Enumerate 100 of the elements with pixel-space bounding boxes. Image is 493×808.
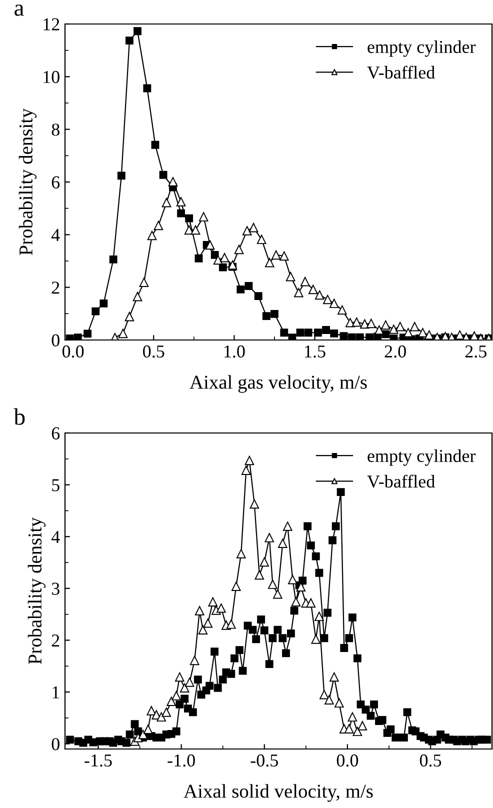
x-tick-label: 0.0 [336, 754, 358, 767]
point [286, 272, 296, 282]
point [366, 318, 376, 328]
point [244, 456, 254, 466]
point [216, 603, 226, 613]
y-tick-label: 6 [52, 176, 60, 188]
point [254, 570, 264, 580]
point [314, 328, 322, 337]
point [220, 252, 230, 262]
point [314, 612, 324, 622]
point [190, 656, 200, 666]
point [125, 36, 134, 45]
point [418, 328, 428, 338]
y-tick-label: 3 [52, 582, 60, 595]
point [100, 299, 108, 308]
point [172, 690, 181, 700]
y-tick-label: 2 [52, 634, 60, 646]
point [314, 290, 324, 300]
y-tick-label: 8 [52, 124, 60, 136]
chart-title: a [14, 4, 24, 16]
point [234, 244, 244, 254]
point [198, 625, 208, 635]
point [213, 255, 223, 265]
point [180, 683, 190, 693]
point [146, 706, 156, 716]
x-tick-label: 0.5 [143, 345, 164, 358]
point [330, 329, 338, 338]
point [256, 234, 266, 244]
point [166, 696, 176, 706]
point [168, 177, 178, 186]
legend-label: empty cylinder [368, 449, 476, 466]
point [294, 288, 304, 298]
point [177, 209, 185, 218]
point [340, 332, 348, 340]
point [320, 690, 329, 700]
y-tick-label: 5 [52, 479, 60, 492]
point [174, 672, 184, 682]
point [242, 226, 252, 236]
point [84, 330, 92, 338]
chart-title: b [14, 408, 25, 425]
point [151, 140, 160, 149]
x-tick-label: 0.0 [62, 345, 84, 358]
point [337, 305, 347, 315]
point [346, 318, 355, 328]
point [260, 557, 270, 567]
point [330, 672, 339, 682]
point [194, 254, 203, 262]
point [288, 574, 298, 584]
point [296, 328, 304, 337]
x-tick-label: 1.5 [305, 345, 326, 358]
y-tick-label: 1 [52, 686, 60, 698]
point [381, 320, 390, 330]
point [154, 220, 164, 230]
point [139, 278, 149, 287]
y-tick-label: 4 [51, 229, 60, 241]
point [184, 678, 194, 687]
point [205, 240, 215, 250]
point [92, 307, 100, 316]
point [366, 333, 374, 340]
point [291, 597, 301, 607]
point [348, 712, 358, 722]
point [270, 310, 278, 318]
point [264, 532, 274, 542]
point [118, 328, 128, 338]
point [306, 598, 316, 608]
point [322, 294, 332, 304]
y-tick-label: 0 [52, 334, 60, 346]
point [344, 724, 354, 734]
x-tick-label: 0.5 [420, 754, 442, 767]
point [268, 580, 278, 589]
point [236, 285, 245, 294]
x-tick-label: 1.0 [224, 345, 245, 358]
point [396, 322, 405, 332]
y-tick-label: 12 [44, 18, 60, 30]
y-axis-title: Probability density [28, 517, 46, 664]
point [250, 499, 260, 509]
x-tick-label: -0.5 [250, 754, 278, 767]
point [308, 284, 318, 294]
point [134, 27, 142, 36]
y-tick-label: 0 [52, 738, 60, 750]
point [304, 328, 312, 337]
point [264, 258, 274, 268]
point [218, 263, 227, 272]
point [147, 230, 157, 240]
point [162, 708, 171, 717]
x-tick-label: -1.0 [168, 754, 195, 767]
point [117, 172, 126, 180]
point [280, 328, 288, 337]
point [231, 582, 241, 591]
x-tick-label: -1.5 [84, 754, 112, 767]
point [138, 730, 148, 740]
point [190, 225, 200, 235]
point [208, 597, 218, 607]
y-tick-label: 4 [51, 530, 60, 543]
point [390, 334, 398, 340]
point [382, 330, 390, 338]
point [109, 255, 118, 264]
point [143, 84, 152, 92]
point [404, 328, 413, 338]
point [159, 170, 168, 179]
